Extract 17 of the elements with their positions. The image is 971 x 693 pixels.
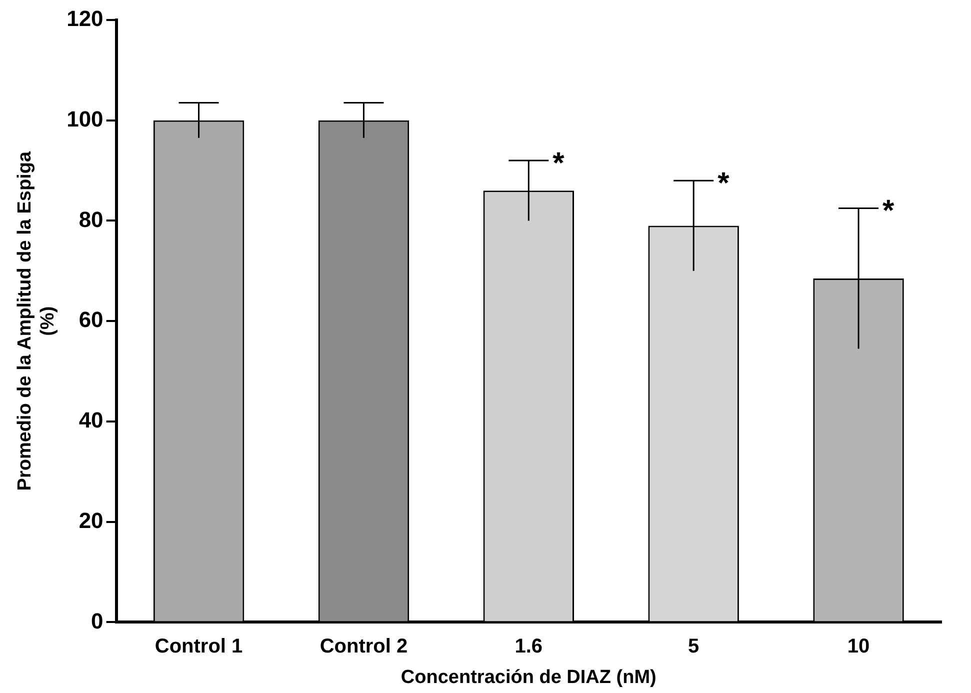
annotation: * [552,146,565,180]
x-axis-title: Concentración de DIAZ (nM) [400,666,656,688]
x-tick-label: Control 1 [154,636,243,658]
annotation: * [718,166,730,200]
x-tick-label: Control 2 [320,636,408,658]
y-axis-title: Promedio de la Amplitud de la Espiga (%) [14,151,58,491]
y-tick-label: 40 [78,408,104,433]
y-tick-label: 20 [78,508,104,533]
y-tick-label: 100 [66,106,104,132]
annotation: * [882,194,895,228]
y-tick-label: 60 [78,307,104,332]
y-tick-label: 80 [78,206,104,232]
y-tick-label: 0 [91,608,104,634]
x-tick-label: 10 [847,636,870,658]
x-tick-label: 5 [688,636,700,658]
x-tick-label: 1.6 [514,636,543,658]
y-tick-label: 120 [66,6,104,32]
